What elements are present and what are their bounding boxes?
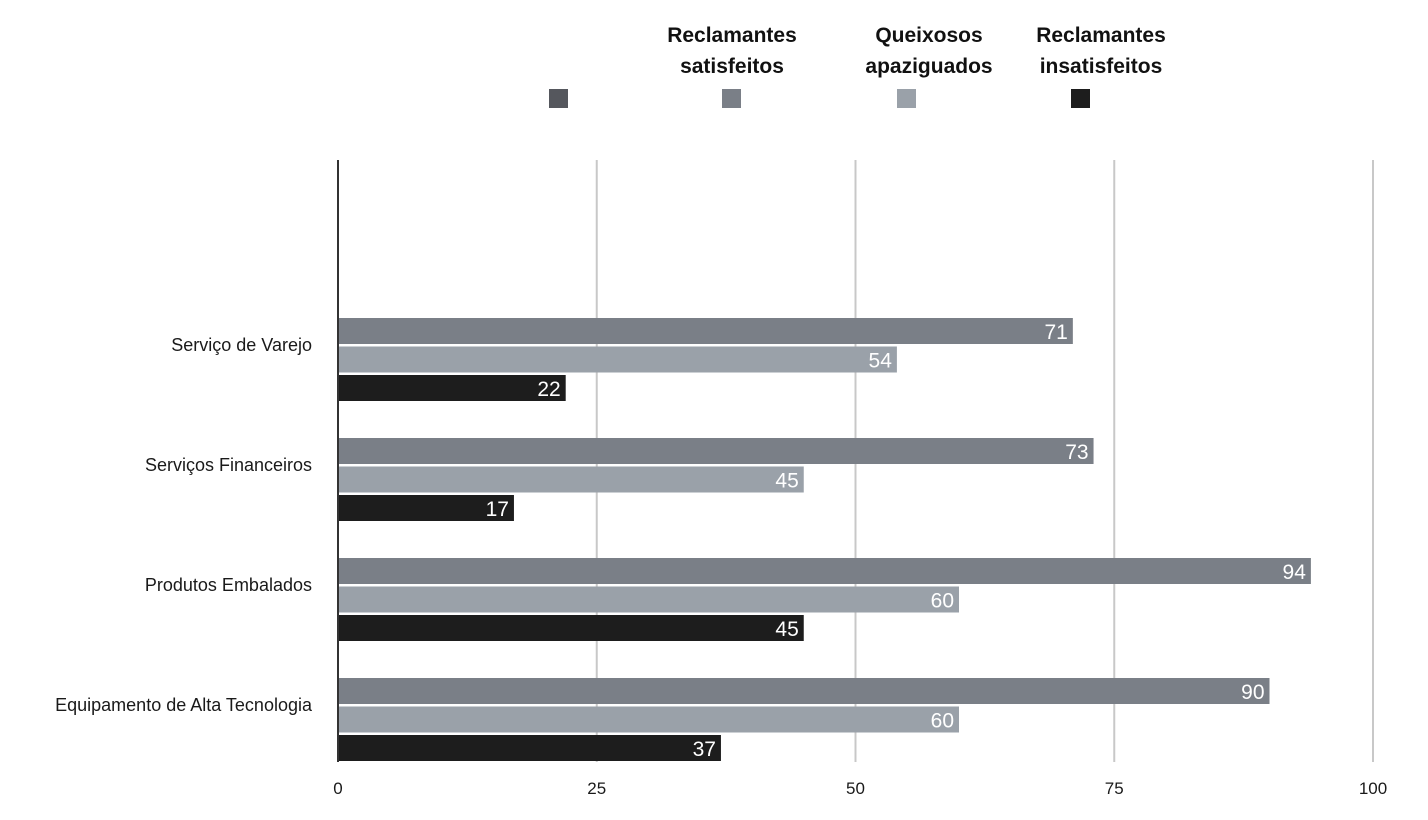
bar — [338, 615, 804, 641]
bar — [338, 346, 897, 373]
bar — [338, 495, 514, 521]
bar-value-label: 45 — [775, 618, 798, 641]
x-tick-label: 50 — [846, 779, 865, 798]
bar-value-label: 17 — [486, 498, 509, 521]
x-axis-tick-labels: 0 25 50 75 100 — [333, 779, 1387, 798]
bar — [338, 735, 721, 761]
bar — [338, 706, 959, 733]
bar-value-label: 37 — [693, 738, 716, 761]
category-labels: Serviço de Varejo Serviços Financeiros Pro… — [55, 335, 313, 715]
bar-labels: 71 54 22 73 45 17 94 60 45 90 60 37 — [486, 321, 1307, 761]
category-label: Serviços Financeiros — [145, 455, 312, 475]
x-tick-label: 0 — [333, 779, 342, 798]
bar-value-label: 94 — [1283, 561, 1307, 584]
bar — [338, 466, 804, 493]
bar-value-label: 90 — [1241, 681, 1264, 704]
bar — [338, 438, 1094, 464]
bar-value-label: 60 — [931, 710, 954, 733]
legend: Reclamantes satisfeitos Queixosos apazig… — [549, 24, 1166, 108]
bar-value-label: 60 — [931, 590, 954, 613]
bar-value-label: 54 — [869, 350, 893, 373]
legend-swatch-3 — [1071, 89, 1090, 108]
category-label: Serviço de Varejo — [171, 335, 312, 355]
category-label: Produtos Embalados — [145, 575, 312, 595]
bar — [338, 318, 1073, 344]
legend-label-1-line2: satisfeitos — [680, 55, 784, 78]
bar-value-label: 45 — [775, 470, 798, 493]
x-tick-label: 25 — [587, 779, 606, 798]
bar-value-label: 22 — [537, 378, 560, 401]
bar — [338, 558, 1311, 584]
legend-label-2-line2: apaziguados — [865, 55, 992, 78]
legend-label-2-line1: Queixosos — [875, 24, 982, 47]
legend-label-3-line1: Reclamantes — [1036, 24, 1166, 47]
x-tick-label: 75 — [1105, 779, 1124, 798]
legend-label-1-line1: Reclamantes — [667, 24, 797, 47]
bar — [338, 375, 566, 401]
legend-swatch-0 — [549, 89, 568, 108]
bar — [338, 586, 959, 613]
x-tick-label: 100 — [1359, 779, 1387, 798]
legend-swatch-2 — [897, 89, 916, 108]
legend-label-3-line2: insatisfeitos — [1040, 55, 1163, 78]
bar — [338, 678, 1270, 704]
bars — [338, 318, 1311, 761]
bar-value-label: 73 — [1065, 441, 1088, 464]
bar-value-label: 71 — [1044, 321, 1067, 344]
category-label: Equipamento de Alta Tecnologia — [55, 695, 313, 715]
legend-swatch-1 — [722, 89, 741, 108]
